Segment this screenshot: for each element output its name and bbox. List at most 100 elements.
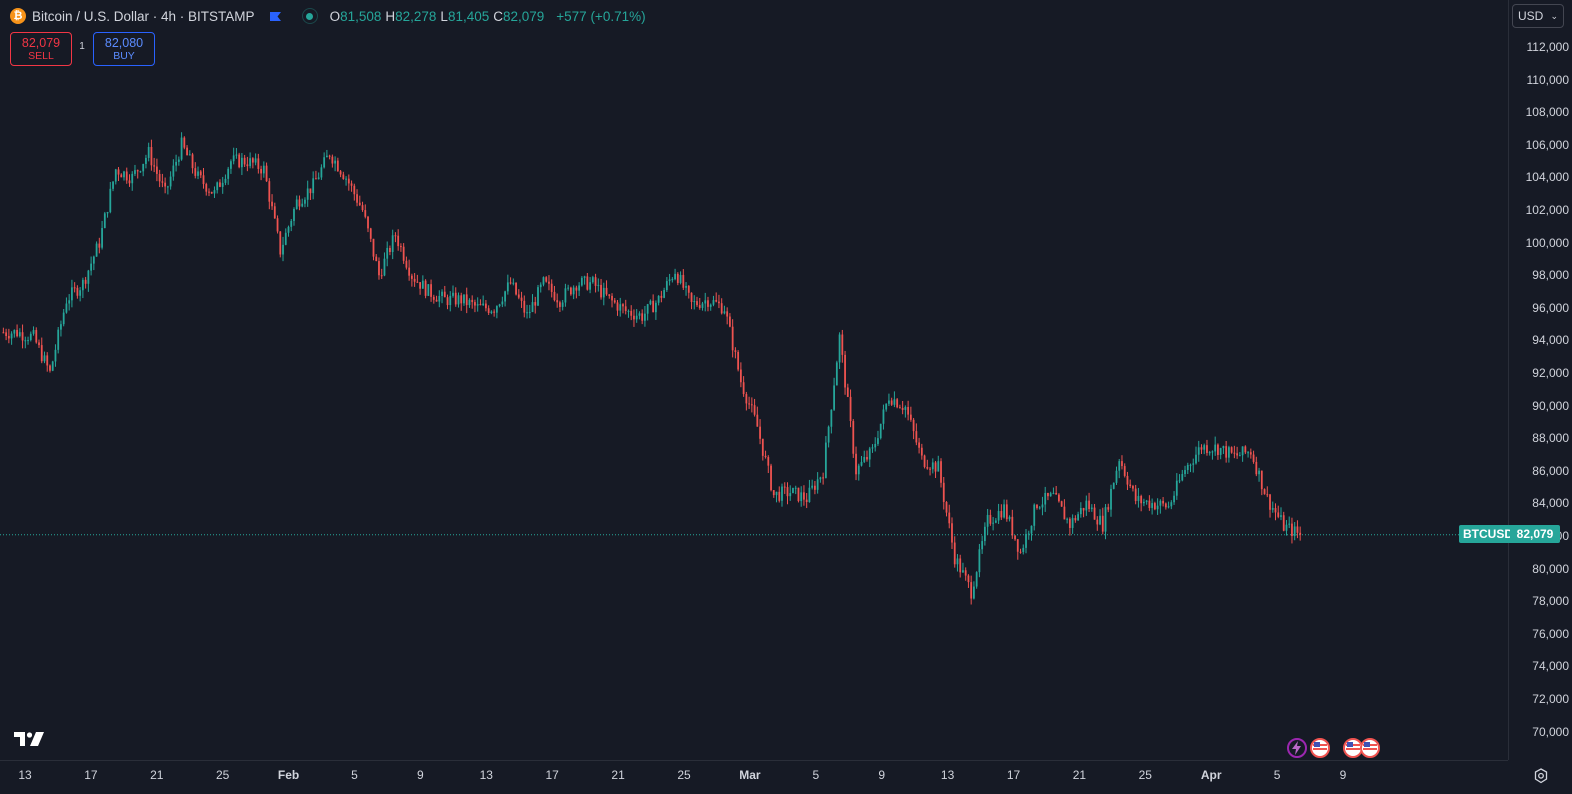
candle-body [696, 301, 698, 306]
tradingview-logo[interactable] [14, 730, 46, 748]
candle-body [608, 294, 611, 296]
candle-body [1296, 526, 1299, 533]
ohlc-key: H [385, 8, 396, 24]
candle-body [306, 188, 309, 200]
candle-body [668, 279, 671, 282]
candle-body [394, 235, 397, 237]
candle-body [474, 302, 476, 306]
candle-body [814, 485, 816, 490]
candle-body [413, 278, 416, 282]
market-open-icon[interactable] [301, 8, 318, 24]
price-tick-label: 104,000 [1525, 170, 1569, 185]
time-tick-label: 9 [1339, 768, 1347, 782]
candle-body [68, 300, 71, 304]
candle-body [1085, 500, 1088, 511]
candle-body [98, 243, 101, 248]
candle-body [1219, 448, 1222, 455]
sell-button[interactable]: 82,079 SELL [10, 32, 72, 66]
candle-body [90, 263, 93, 271]
candle-body [364, 210, 367, 217]
candle-body [1027, 533, 1030, 535]
candle-body [290, 220, 293, 227]
us-flag-event-icon[interactable] [1360, 738, 1380, 758]
candle-body [951, 523, 953, 543]
candle-body [224, 178, 227, 183]
us-flag-event-icon[interactable] [1310, 738, 1330, 758]
candle-body [1101, 515, 1104, 532]
candle-body [739, 369, 742, 383]
candle-body [205, 184, 208, 192]
candle-body [120, 174, 123, 178]
candle-body [1227, 447, 1230, 458]
candle-body [898, 407, 901, 409]
candle-body [7, 336, 10, 339]
settings-icon[interactable] [1530, 765, 1552, 787]
candle-body [1041, 504, 1044, 508]
sell-price: 82,079 [21, 36, 61, 50]
candle-body [567, 287, 570, 289]
candle-body [602, 287, 605, 298]
candle-body [293, 208, 295, 221]
candle-body [597, 284, 600, 286]
chart-pane[interactable] [0, 0, 1508, 760]
ohlc-value: 81,508 [340, 8, 382, 24]
candle-body [548, 281, 550, 284]
candle-body [759, 426, 761, 439]
candle-body [358, 202, 361, 206]
symbol-title[interactable]: Bitcoin / U.S. Dollar · 4h · BITSTAMP [32, 8, 255, 24]
candle-body [1025, 533, 1027, 548]
candle-body [909, 414, 912, 420]
us-flag-event-icon[interactable] [1343, 738, 1363, 758]
candle-body [589, 282, 591, 290]
price-tick-label: 90,000 [1532, 398, 1569, 413]
price-tick-label: 76,000 [1532, 626, 1569, 641]
time-axis[interactable]: 13 17 21 25 Feb 5 9 13 17 21 25 Mar 5 9 13 17 21 25 Apr 5 9 [0, 760, 1508, 794]
price-tick-label: 94,000 [1532, 333, 1569, 348]
candle-body [616, 302, 619, 311]
time-tick-label: Feb [277, 768, 300, 782]
candle-body [526, 312, 528, 314]
candle-body [1107, 507, 1110, 510]
candle-body [844, 354, 846, 388]
candle-body [718, 301, 720, 304]
price-axis[interactable]: 112,000 110,000 108,000 106,000 104,000 102,0… [1508, 0, 1572, 760]
candlestick-chart[interactable] [0, 0, 1508, 760]
time-tick-label: 5 [351, 768, 358, 782]
candle-body [441, 291, 443, 296]
candle-body [476, 304, 479, 306]
candle-body [147, 146, 150, 158]
candle-body [361, 205, 364, 211]
candle-body [386, 247, 389, 259]
candle-body [890, 400, 893, 405]
candle-body [446, 297, 449, 306]
lightning-event-icon[interactable] [1287, 738, 1307, 758]
candle-body [29, 333, 32, 341]
price-tick-label: 74,000 [1532, 659, 1569, 674]
candle-body [432, 296, 435, 300]
candle-body [542, 277, 545, 285]
buy-button[interactable]: 82,080 BUY [93, 32, 155, 66]
candle-body [896, 399, 899, 408]
candle-body [315, 178, 317, 180]
candle-body [994, 520, 997, 523]
candle-body [783, 486, 786, 488]
candle-body [975, 572, 978, 587]
candle-body [729, 316, 731, 327]
candle-body [803, 492, 805, 500]
candle-body [1153, 503, 1156, 510]
time-tick-label: Mar [739, 768, 761, 782]
currency-selector[interactable]: USD ⌄ [1512, 4, 1564, 28]
bookmark-flag-icon[interactable] [269, 11, 282, 22]
sell-label: SELL [28, 50, 54, 62]
candle-body [1291, 523, 1293, 537]
candle-body [1049, 493, 1052, 497]
candle-body [79, 290, 82, 296]
price-tick-label: 100,000 [1525, 235, 1569, 250]
candle-body [1258, 470, 1260, 475]
candle-body [32, 330, 35, 334]
candle-body [1197, 447, 1200, 455]
candle-body [983, 526, 986, 542]
candle-body [164, 182, 167, 187]
price-tick-label: 96,000 [1532, 300, 1569, 315]
candle-body [523, 300, 526, 313]
